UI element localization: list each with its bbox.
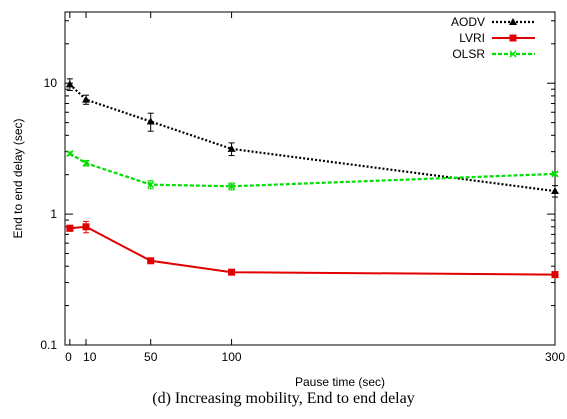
series-olsr xyxy=(66,150,559,191)
data-point-aodv xyxy=(65,80,74,88)
x-axis-ticks: 0 10 50 100 300 xyxy=(65,12,565,364)
legend: AODV LVRI OLSR xyxy=(451,15,535,61)
plot-frame xyxy=(64,11,556,346)
x-axis-label: Pause time (sec) xyxy=(295,375,385,389)
legend-marker-lvri xyxy=(509,34,517,42)
series-line-aodv xyxy=(69,83,556,193)
series-line-lvri xyxy=(69,225,556,276)
data-point-olsr xyxy=(228,182,236,190)
y-axis-label: End to end delay (sec) xyxy=(11,118,25,238)
legend-label-aodv: AODV xyxy=(451,15,485,29)
data-point-aodv xyxy=(551,187,559,195)
data-point-lvri xyxy=(147,257,155,265)
data-point-lvri xyxy=(228,268,236,276)
data-point-lvri xyxy=(66,224,74,232)
x-tick-label: 50 xyxy=(144,350,158,364)
data-point-olsr xyxy=(551,170,559,178)
x-tick-label: 10 xyxy=(83,350,97,364)
data-point-aodv xyxy=(82,95,91,103)
x-tick-label: 100 xyxy=(222,350,242,364)
y-tick-label: 10 xyxy=(44,76,58,90)
x-tick-label: 300 xyxy=(545,350,565,364)
legend-label-olsr: OLSR xyxy=(452,47,485,61)
series-aodv xyxy=(65,78,559,198)
figure-caption: (d) Increasing mobility, End to end dela… xyxy=(152,390,415,407)
data-point-lvri xyxy=(82,223,90,231)
y-axis-ticks: 0.1 1 10 xyxy=(40,20,555,352)
x-tick-label: 0 xyxy=(65,350,72,364)
legend-marker-aodv xyxy=(509,18,517,25)
y-tick-label: 1 xyxy=(50,207,57,221)
chart: 0 10 50 100 300 0.1 1 10 AODV LVRI OLSR Pause ti… xyxy=(11,11,565,389)
legend-label-lvri: LVRI xyxy=(459,31,485,45)
legend-marker-olsr xyxy=(509,50,517,58)
data-point-aodv xyxy=(146,117,155,125)
data-point-olsr xyxy=(147,181,155,189)
data-point-aodv xyxy=(227,144,236,152)
data-point-olsr xyxy=(82,159,90,167)
data-point-lvri xyxy=(551,271,559,279)
y-tick-label: 0.1 xyxy=(40,338,57,352)
series-lvri xyxy=(66,220,559,279)
plot-border xyxy=(64,11,556,346)
series-layer xyxy=(65,78,559,279)
data-point-olsr xyxy=(66,150,74,158)
